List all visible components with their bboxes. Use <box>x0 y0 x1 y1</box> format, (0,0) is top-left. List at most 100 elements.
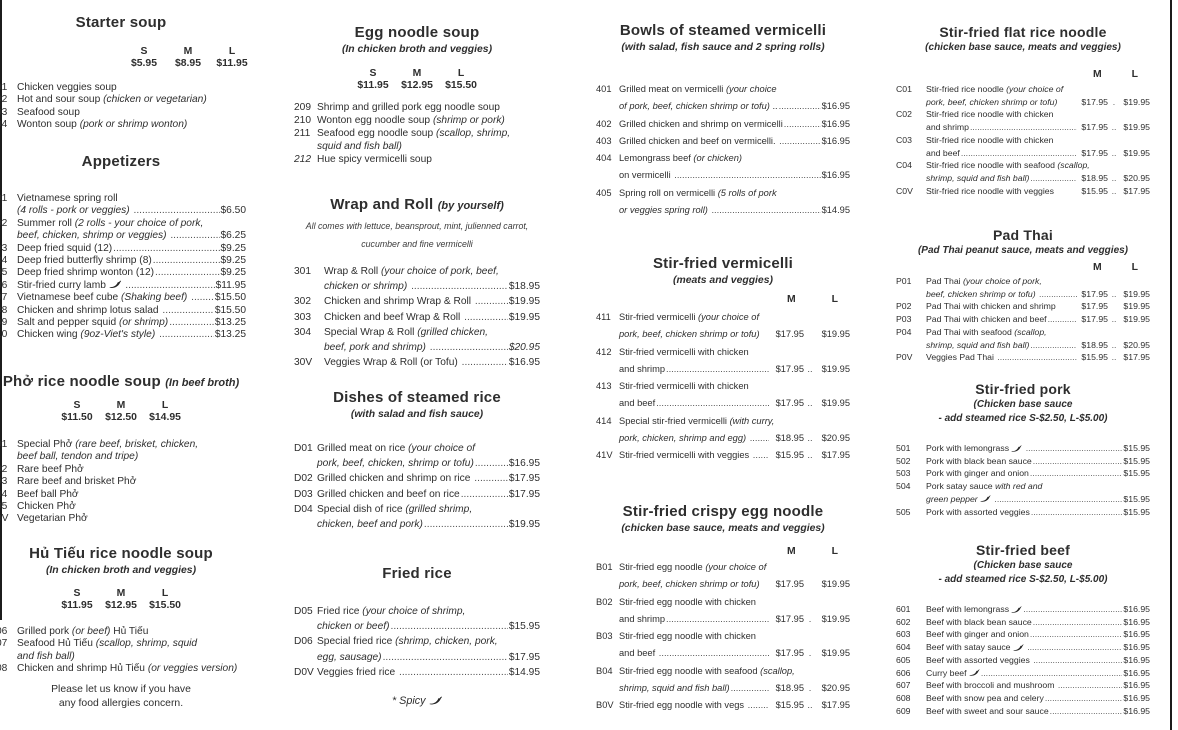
item-number: 403 <box>596 135 612 146</box>
item-number: P0V <box>896 352 913 363</box>
section-subtitle: (Pad Thai peanut sauce, meats and veggie… <box>917 245 1129 256</box>
item-text-segment: (scallop, <box>760 665 795 676</box>
size-column: S $11.95 <box>59 588 95 612</box>
item-number: C04 <box>896 160 912 171</box>
item-text-segment: Stir-fried egg noodle with chicken <box>619 631 756 642</box>
item-number: 210 <box>294 114 311 126</box>
item-text-segment: (your choice of pork, <box>963 276 1042 286</box>
item-number: 402 <box>596 118 612 129</box>
section-title-text: Hủ Tiếu rice noodle soup <box>29 545 213 562</box>
menu-item-row: B03 Stir-fried egg noodle with chicken <box>596 628 850 645</box>
item-text-segment: Grilled pork <box>17 626 72 637</box>
menu-item-row: shrimp, squid and fish ball) $18.95 . $20… <box>596 680 850 697</box>
page-right-edge <box>1170 0 1172 730</box>
dot-leader <box>1030 172 1077 185</box>
spicy-chili-icon <box>1011 442 1023 455</box>
item-text: Special dish of rice (grilled shrimp, <box>317 502 472 517</box>
item-text: Veggies Wrap & Roll (or Tofu) <box>324 355 461 370</box>
dot-leader <box>462 355 508 370</box>
item-price: $11.95 <box>215 279 246 291</box>
dot-leader <box>1058 679 1123 692</box>
item-price: $16.95 <box>1123 692 1150 703</box>
item-text: Chicken and beef Wrap & Roll <box>324 310 463 325</box>
item-number: 10 <box>0 329 8 341</box>
menu-item-row: 03 Deep fried squid (12) $9.25 <box>0 243 246 255</box>
size-column: L $15.50 <box>443 68 479 92</box>
item-text-segment: Beef with satay sauce <box>926 642 1013 653</box>
menu-item-row: 605 Beef with assorted veggies $16.95 <box>896 654 1150 667</box>
menu-item-row: P0V Veggies Pad Thai $15.95.. $17.95 <box>896 351 1150 364</box>
item-text: Pork with black bean sauce <box>926 455 1032 468</box>
item-text: Beef with assorted veggies <box>926 654 1032 667</box>
item-price: $16.95 <box>1123 705 1150 716</box>
item-text: Special Phở (rare beef, brisket, chicken… <box>17 439 198 451</box>
item-price-large: $19.95 <box>821 613 850 624</box>
spicy-chili-icon <box>969 667 980 680</box>
item-number: D03 <box>294 488 313 500</box>
item-price-large: $19.95 <box>821 363 850 374</box>
menu-item-row: 405 Spring roll on vermicelli (5 rolls of… <box>596 185 850 202</box>
item-price: $16.95 <box>1123 654 1150 665</box>
item-text-segment: shrimp, squid and fish ball) <box>926 172 1030 183</box>
item-text-segment <box>155 329 158 340</box>
item-number: 609 <box>896 705 911 716</box>
item-text: Hue spicy vermicelli soup <box>317 154 432 167</box>
item-price-medium: $17.95 <box>775 613 804 624</box>
dot-leader <box>162 305 213 317</box>
item-text: Vietnamese beef cube (Shaking beef) <box>17 292 190 304</box>
menu-item-row: green pepper $15.95 <box>896 493 1150 506</box>
menu-item-row: and shrimp $17.95.. $19.95 <box>596 361 850 378</box>
menu-column-3: Bowls of steamed vermicelli (with salad, … <box>596 0 850 730</box>
item-text: shrimp, squid and fish ball) <box>619 680 730 697</box>
size-price: $15.50 <box>149 600 181 611</box>
item-price: $19.95 <box>508 519 540 531</box>
item-text-segment <box>1022 443 1024 453</box>
item-number: 505 <box>896 506 911 517</box>
item-text-segment: (rare beef, brisket, chicken, <box>75 439 199 450</box>
item-text: Special fried rice (shrimp, chicken, por… <box>317 634 498 649</box>
section-title: Stir-fried beef <box>896 542 1150 558</box>
menu-item-row: 604 Beef with satay sauce $16.95 <box>896 641 1150 654</box>
item-price: $15.50 <box>214 304 246 316</box>
item-text-segment: Grilled meat on rice <box>317 443 409 454</box>
item-text-segment: Beef with lemongrass <box>926 604 1012 614</box>
menu-item-row: 41V Stir-fried vermicelli with veggies $1… <box>596 447 850 464</box>
menu-item-row: pork, beef, chicken shrimp or tofu) $17.9… <box>896 96 1150 109</box>
item-text-segment: Pad Thai with chicken and shrimp <box>926 301 1056 312</box>
medium-size-label: M <box>1092 262 1102 273</box>
size-price: $12.95 <box>401 80 433 91</box>
price-separator <box>804 576 816 593</box>
price-separator <box>1108 300 1120 313</box>
section-note: cucumber and fine vermicelli <box>361 238 473 249</box>
item-number: 01 <box>0 193 8 204</box>
price-separator: . <box>806 683 814 694</box>
item-text-segment: (5 rolls of pork <box>717 187 777 198</box>
item-price-large: $20.95 <box>821 433 850 444</box>
item-text-segment: Stir-fried egg noodle with vegs <box>619 700 747 711</box>
menu-section-sfvermicelli: Stir-fried vermicelli (meats and veggies)… <box>596 255 850 465</box>
menu-item-row: pork, beef, chicken, shrimp or tofu) $16.… <box>294 456 540 471</box>
item-text-segment: Special Wrap & Roll <box>324 326 418 338</box>
item-text-segment: Hue spicy vermicelli soup <box>317 153 432 165</box>
item-number: 03 <box>0 106 8 118</box>
item-number: B02 <box>596 596 613 607</box>
item-text-segment: (your choice of <box>408 443 475 454</box>
item-price: $16.95 <box>1123 680 1150 691</box>
dot-leader <box>1039 288 1077 301</box>
section-title-text: Starter soup <box>75 14 167 31</box>
large-size-label: L <box>1131 69 1138 80</box>
menu-item-row: 608 Beef with snow pea and celery $16.95 <box>896 692 1150 705</box>
menu-item-row: 06 Grilled pork (or beef) Hủ Tiếu <box>0 626 246 638</box>
menu-section-friedrice: Fried rice D05 Fried rice (your choice of … <box>294 565 540 680</box>
item-text: Chicken and shrimp Wrap & Roll <box>324 294 474 309</box>
item-text: Chicken veggies soup <box>17 82 117 94</box>
item-text-segment: (pork or shrimp wonton) <box>79 119 188 131</box>
menu-item-row: 0V Vegetarian Phở <box>0 513 246 525</box>
menu-section-padthai: Pad Thai (Pad Thai peanut sauce, meats an… <box>896 227 1150 364</box>
menu-section-eggnoodle: Egg noodle soup (In chicken broth and veg… <box>294 24 540 167</box>
menu-item-row: 05 Chicken Phở <box>0 501 246 513</box>
item-text: Stir-fried egg noodle with chicken <box>619 594 756 611</box>
menu-column-1: Starter soupS$5.95M$8.95L$11.9501Chicken… <box>0 0 248 730</box>
dot-leader <box>399 665 508 680</box>
item-text-segment: Special dish of rice <box>317 503 406 515</box>
